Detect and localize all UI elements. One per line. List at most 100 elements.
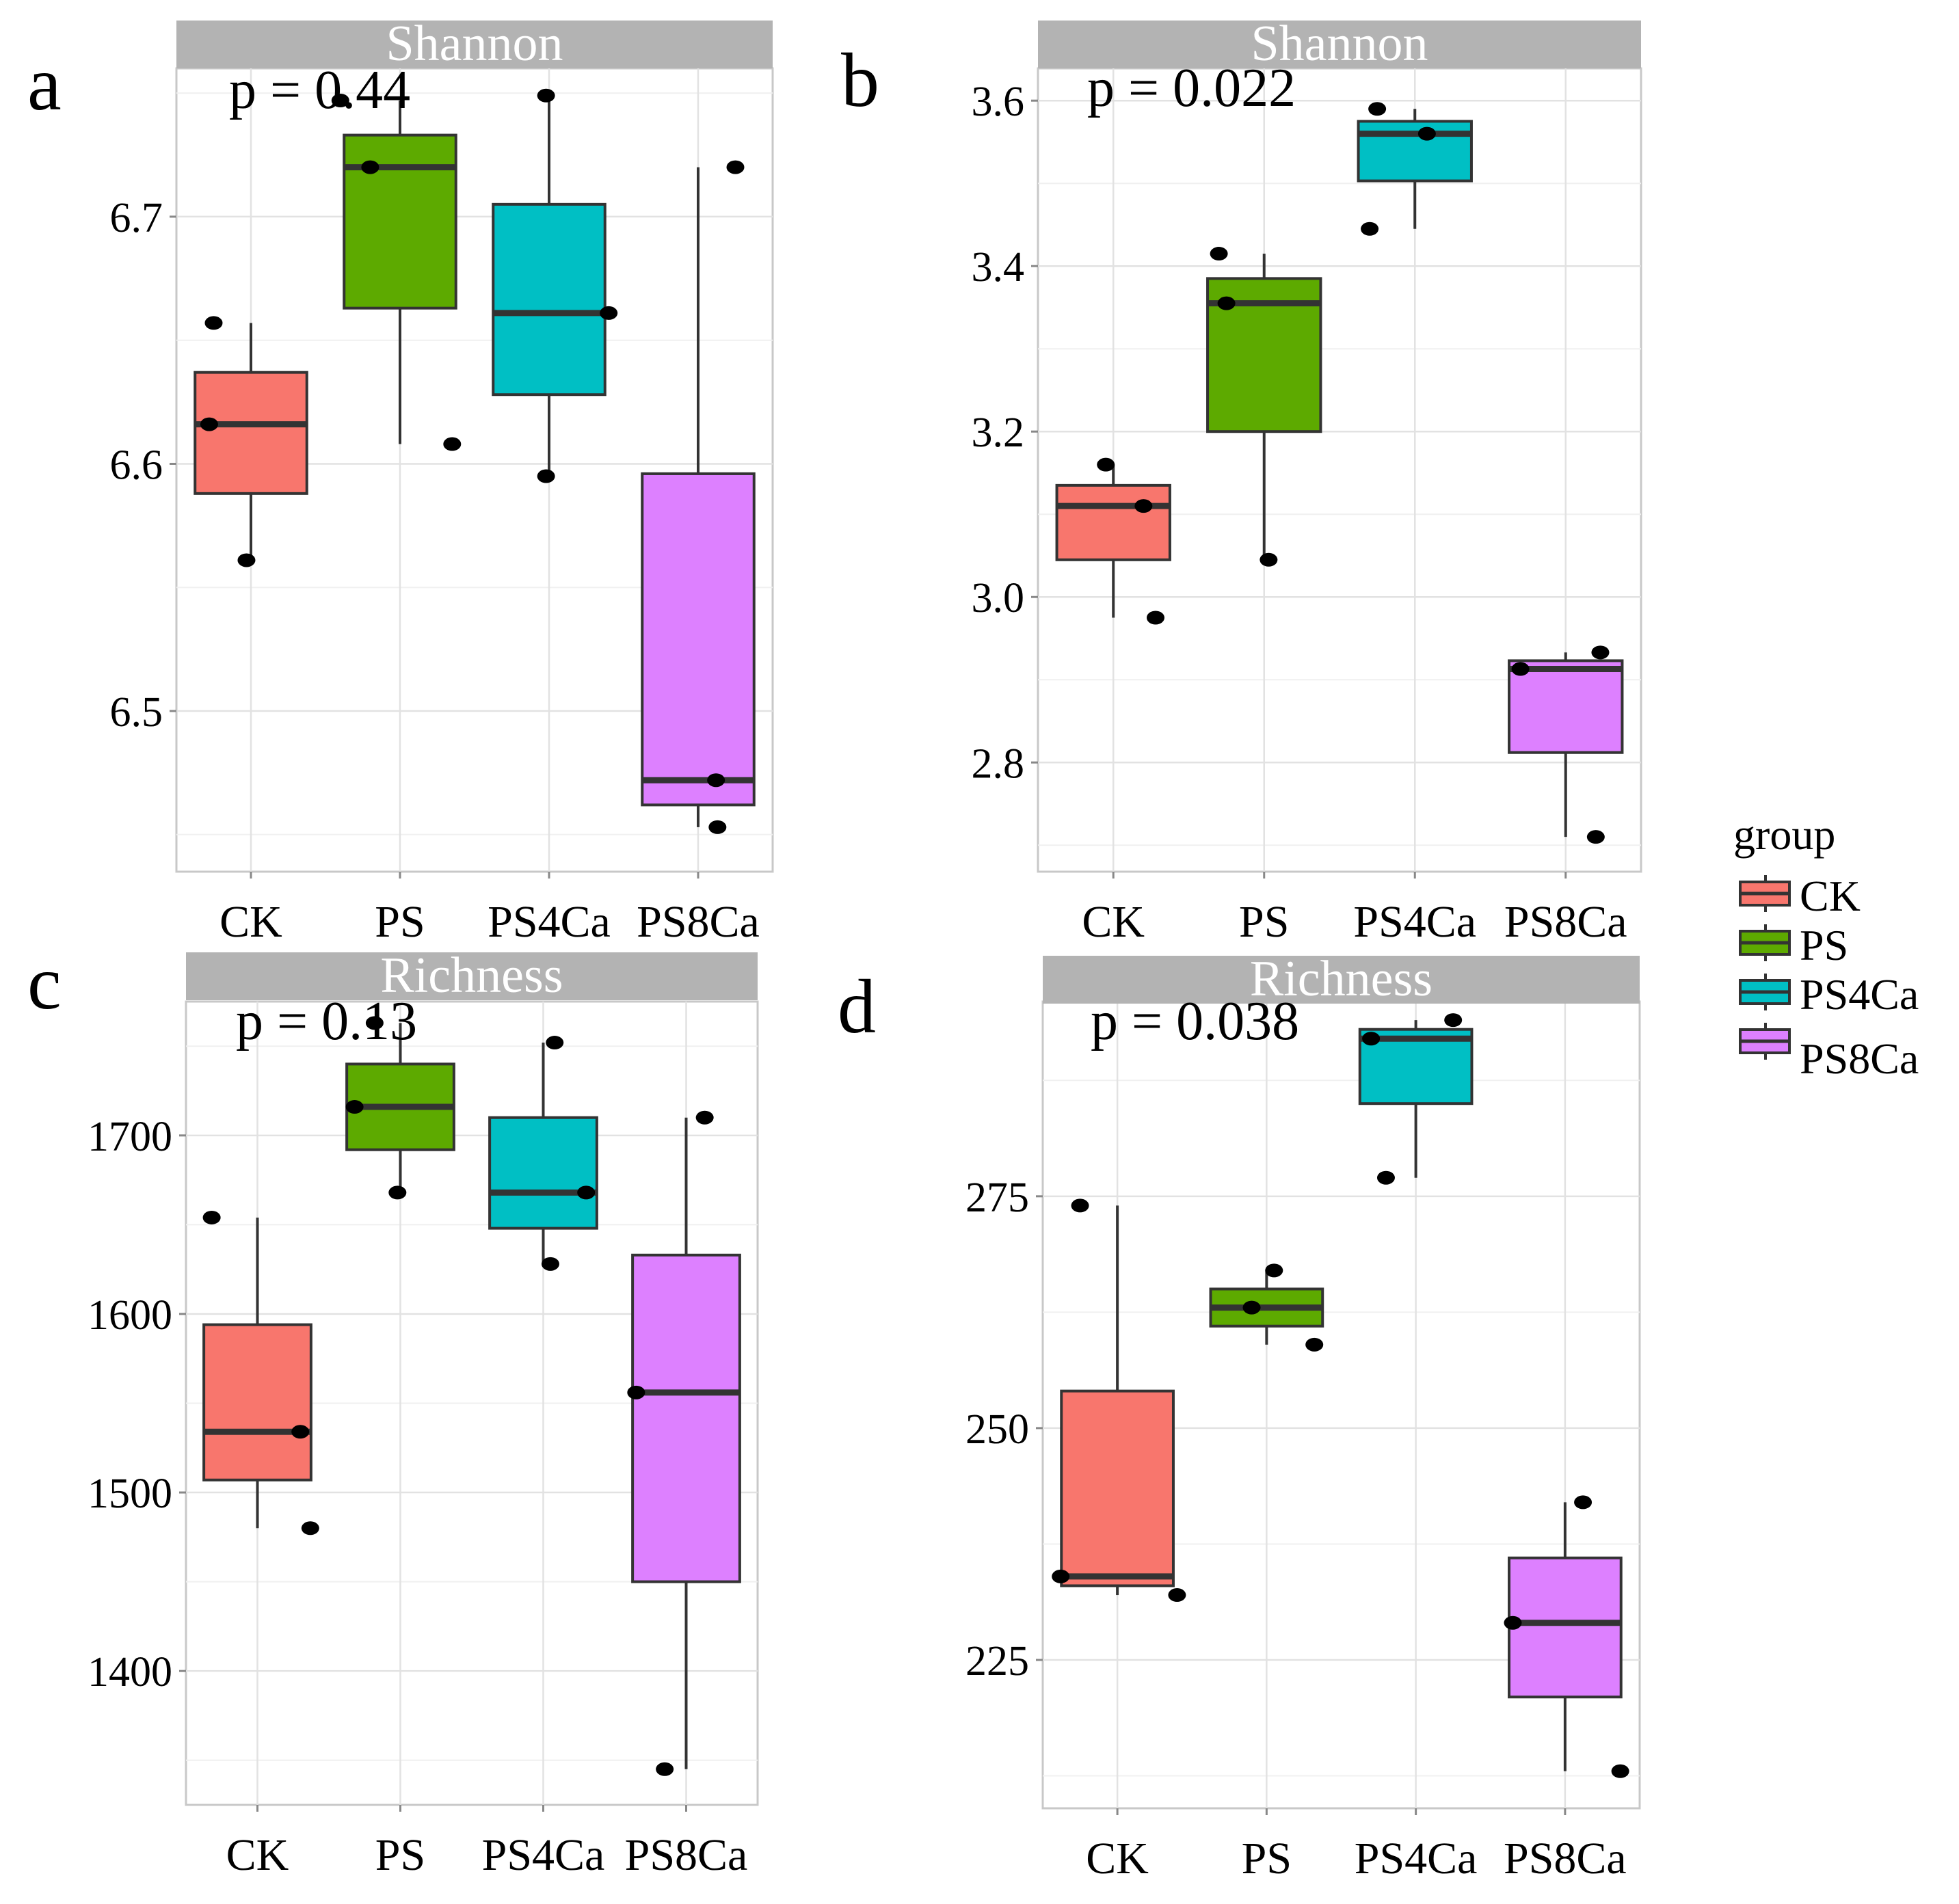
- legend: group CK PS PS4Ca: [1733, 810, 1919, 1083]
- box-ps: [1209, 1270, 1324, 1345]
- data-point: [1376, 1170, 1395, 1185]
- data-point: [1134, 499, 1153, 513]
- box-body: [202, 1323, 312, 1481]
- p-value-annotation: p = 0.022: [1087, 58, 1296, 118]
- x-tick-label: PS4Ca: [1355, 1834, 1478, 1883]
- x-tick-label: CK: [1086, 1834, 1149, 1883]
- data-point: [1574, 1495, 1592, 1510]
- y-tick-label: 3.6: [972, 79, 1025, 125]
- data-point: [537, 88, 555, 103]
- x-tick-label: PS: [1242, 1834, 1292, 1883]
- box-body: [1055, 483, 1171, 561]
- y-tick-label: 6.6: [110, 442, 163, 488]
- x-tick-label: PS8Ca: [1504, 897, 1627, 947]
- data-point: [1071, 1198, 1089, 1213]
- data-point: [600, 306, 618, 320]
- data-point: [546, 1036, 564, 1050]
- x-tick-label: CK: [219, 897, 282, 947]
- data-point: [331, 94, 349, 107]
- box-body: [1508, 1556, 1623, 1699]
- box-body: [631, 1253, 741, 1583]
- data-point: [1586, 830, 1605, 844]
- box-ps: [345, 1023, 455, 1193]
- box-body: [488, 1116, 598, 1230]
- box-body: [1357, 120, 1473, 183]
- p-value-annotation: p = 0.13: [236, 991, 417, 1051]
- data-point: [537, 469, 555, 483]
- box-body: [194, 371, 308, 495]
- data-point: [388, 1185, 407, 1200]
- data-point: [695, 1110, 714, 1125]
- data-point: [1217, 296, 1236, 310]
- data-point: [1265, 1263, 1283, 1278]
- panel-letter: a: [27, 42, 62, 126]
- facet-strip-label: Shannon: [1251, 16, 1428, 72]
- data-point: [1242, 1300, 1261, 1315]
- y-tick-label: 250: [965, 1406, 1029, 1453]
- data-point: [1168, 1588, 1186, 1603]
- y-tick-label: 2.8: [972, 740, 1025, 787]
- box-body: [641, 472, 756, 807]
- legend-item-ps4ca: PS4Ca: [1739, 970, 1919, 1019]
- p-value-annotation: p = 0.44: [229, 60, 410, 120]
- y-tick-label: 6.7: [110, 195, 163, 241]
- box-ps4ca: [1357, 109, 1473, 229]
- p-value-annotation: p = 0.038: [1091, 991, 1299, 1051]
- data-point: [541, 1257, 559, 1271]
- data-point: [577, 1185, 596, 1200]
- data-point: [1097, 457, 1115, 472]
- y-tick-label: 3.2: [972, 410, 1025, 456]
- box-ps4ca: [492, 95, 607, 477]
- data-point: [301, 1521, 319, 1536]
- box-body: [343, 133, 457, 310]
- data-point: [237, 553, 256, 567]
- facet-strip: [1038, 21, 1641, 68]
- x-tick-label: PS4Ca: [482, 1830, 605, 1880]
- panel-letter: c: [27, 941, 62, 1025]
- data-point: [1611, 1764, 1629, 1778]
- panel-letter: b: [841, 38, 879, 123]
- data-point: [1417, 126, 1436, 141]
- data-point: [656, 1762, 674, 1776]
- data-point: [1052, 1569, 1070, 1583]
- facet-strip: [176, 21, 773, 68]
- legend-item-ck: CK: [1739, 872, 1861, 920]
- x-tick-label: PS8Ca: [625, 1830, 748, 1880]
- y-tick-label: 1500: [88, 1471, 172, 1517]
- x-tick-label: CK: [226, 1830, 289, 1880]
- data-point: [1511, 662, 1530, 676]
- data-point: [1305, 1337, 1324, 1352]
- legend-item-ps8ca: PS8Ca: [1739, 1023, 1919, 1083]
- y-tick-label: 6.5: [110, 689, 163, 736]
- legend-label-ck: CK: [1800, 872, 1861, 920]
- box-body: [1060, 1389, 1175, 1587]
- data-point: [707, 773, 725, 788]
- data-point: [1504, 1615, 1522, 1630]
- y-tick-label: 1700: [88, 1114, 172, 1160]
- legend-title: group: [1733, 810, 1835, 859]
- y-tick-label: 225: [965, 1638, 1029, 1685]
- data-point: [726, 160, 745, 174]
- y-tick-label: 1400: [88, 1649, 172, 1695]
- legend-label-ps8ca: PS8Ca: [1800, 1034, 1919, 1083]
- box-ck: [194, 323, 308, 561]
- y-tick-label: 3.4: [972, 244, 1025, 291]
- data-point: [291, 1425, 310, 1439]
- box-body: [492, 202, 607, 397]
- x-tick-label: PS: [375, 1830, 425, 1880]
- data-point: [1444, 1013, 1463, 1028]
- x-tick-label: PS4Ca: [488, 897, 611, 947]
- facet-strip-label: Shannon: [386, 16, 563, 72]
- data-point: [708, 820, 727, 834]
- data-point: [1591, 645, 1610, 660]
- data-point: [1368, 102, 1387, 116]
- x-tick-label: PS4Ca: [1353, 897, 1476, 947]
- data-point: [1210, 247, 1228, 261]
- facet-strip: [186, 952, 758, 1000]
- box-ps8ca: [631, 1117, 741, 1769]
